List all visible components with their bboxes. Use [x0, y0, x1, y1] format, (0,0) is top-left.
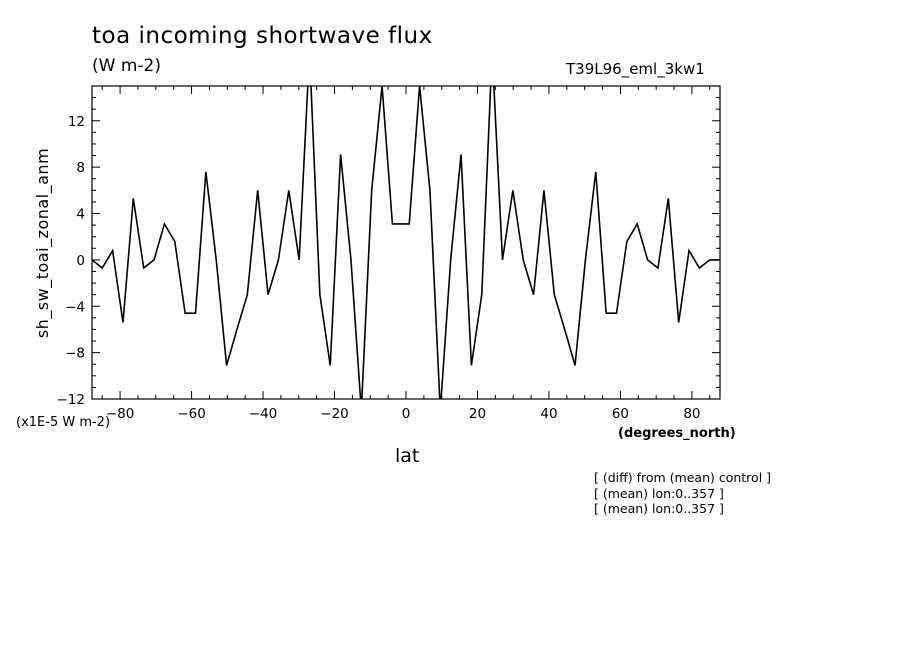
x-axis-label: lat [395, 445, 420, 467]
x-tick-label: 40 [540, 406, 557, 422]
x-tick-label: 20 [469, 406, 486, 422]
plot-frame [91, 85, 721, 400]
note-line: [ (mean) lon:0..357 ] [594, 485, 724, 501]
y-tick-label: 12 [68, 114, 85, 130]
x-tick-label: −60 [177, 406, 206, 422]
series-line [92, 86, 720, 399]
chart-title: toa incoming shortwave flux [92, 23, 433, 49]
x-tick-label: −20 [320, 406, 349, 422]
y-tick-label: −8 [65, 346, 85, 362]
x-axis-units: (degrees_north) [618, 426, 736, 441]
x-tick-label: 60 [612, 406, 629, 422]
y-tick-label: −12 [57, 392, 86, 408]
y-scale-note: (x1E-5 W m-2) [16, 415, 111, 430]
x-tick-label: −80 [106, 406, 135, 422]
x-tick-label: 80 [683, 406, 700, 422]
note-line: [ (diff) from (mean) control ] [594, 470, 772, 485]
x-tick-label: −40 [249, 406, 278, 422]
note-line: [ (mean) lon:0..357 ] [594, 501, 724, 516]
y-tick-label: −4 [65, 299, 85, 315]
chart-units: (W m-2) [92, 56, 161, 76]
y-tick-label: 8 [76, 160, 85, 176]
x-tick-label: 0 [402, 406, 411, 422]
y-tick-label: 4 [76, 207, 85, 223]
y-tick-label: 0 [76, 253, 85, 269]
notes-block: [ (diff) from (mean) control ] [ (mean) … [594, 470, 771, 517]
run-label: T39L96_eml_3kw1 [566, 60, 705, 78]
